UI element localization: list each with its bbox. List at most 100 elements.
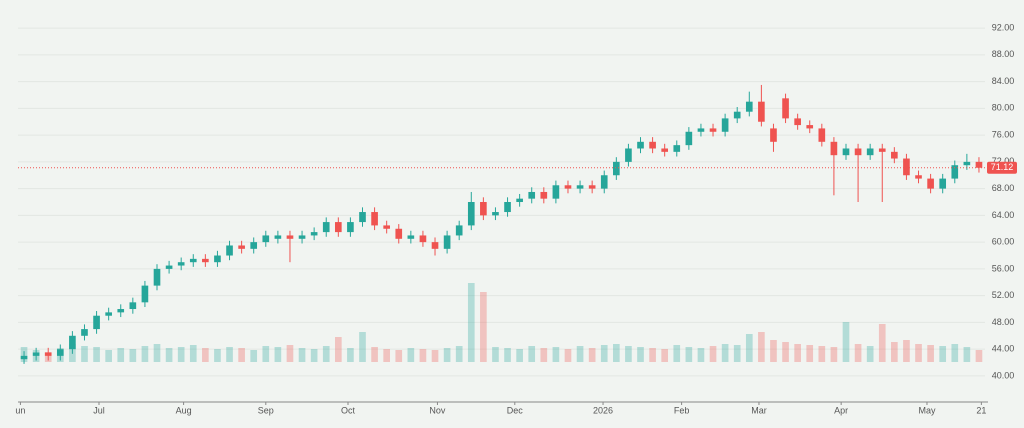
candle-body bbox=[202, 258, 209, 263]
candle-body bbox=[818, 128, 826, 142]
candle-body bbox=[347, 222, 354, 233]
candle-body bbox=[637, 141, 644, 149]
volume-bar bbox=[129, 349, 137, 362]
volume-bar bbox=[214, 349, 221, 362]
volume-bar bbox=[262, 346, 270, 362]
x-tick-label: Mar bbox=[751, 405, 767, 415]
candle-body bbox=[878, 148, 886, 152]
volume-bar bbox=[117, 348, 125, 362]
last-price-box bbox=[987, 161, 1017, 174]
volume-bar bbox=[939, 346, 947, 362]
x-tick-label: Dec bbox=[507, 405, 524, 415]
volume-bar bbox=[443, 348, 451, 362]
candle-body bbox=[576, 185, 584, 189]
candle-body bbox=[298, 235, 306, 239]
y-tick-label: 48.00 bbox=[992, 317, 1015, 327]
candle-body bbox=[673, 145, 681, 152]
candle-body bbox=[105, 312, 112, 316]
candle-body bbox=[830, 141, 838, 156]
candle-body bbox=[903, 158, 910, 176]
y-tick-label: 84.00 bbox=[992, 76, 1015, 86]
volume-bar bbox=[903, 340, 910, 362]
volume-bar bbox=[842, 322, 850, 362]
candle-body bbox=[226, 245, 233, 256]
volume-bar bbox=[588, 348, 596, 362]
x-tick-label: Jul bbox=[93, 405, 105, 415]
candle-body bbox=[770, 128, 777, 142]
volume-bar bbox=[202, 348, 209, 362]
last-price-label: 71.12 bbox=[991, 162, 1014, 172]
volume-bar bbox=[141, 346, 149, 362]
volume-bar bbox=[733, 345, 741, 362]
volume-bar bbox=[649, 348, 656, 362]
volume-bar bbox=[866, 346, 874, 362]
volume-bar bbox=[371, 347, 378, 362]
candle-body bbox=[431, 242, 439, 249]
candle-body bbox=[480, 202, 487, 216]
candle-body bbox=[975, 161, 983, 168]
volume-bar bbox=[721, 344, 729, 362]
candle-body bbox=[866, 148, 874, 156]
volume-bar bbox=[359, 332, 366, 362]
volume-bar bbox=[709, 346, 717, 362]
candle-body bbox=[540, 191, 548, 199]
volume-bar bbox=[310, 349, 318, 362]
volume-bar bbox=[758, 332, 765, 362]
candle-body bbox=[927, 178, 934, 189]
candle-body bbox=[177, 262, 185, 266]
candle-body bbox=[504, 202, 511, 213]
candle-body bbox=[492, 212, 499, 216]
volume-bar bbox=[419, 349, 427, 362]
y-tick-label: 72.00 bbox=[992, 156, 1015, 166]
volume-bar bbox=[915, 344, 922, 362]
candle-body bbox=[951, 165, 959, 179]
candle-body bbox=[588, 185, 596, 189]
candle-body bbox=[697, 128, 705, 132]
volume-bar bbox=[93, 347, 100, 362]
volume-bar bbox=[81, 346, 88, 362]
candle-body bbox=[443, 235, 451, 249]
volume-bar bbox=[298, 348, 306, 362]
volume-bar bbox=[528, 346, 536, 362]
x-tick-label: Sep bbox=[258, 405, 274, 415]
volume-bar bbox=[625, 346, 632, 362]
volume-bar bbox=[854, 344, 862, 362]
volume-bar bbox=[165, 348, 173, 362]
candle-body bbox=[32, 352, 40, 356]
x-tick-label: Apr bbox=[834, 405, 848, 415]
y-tick-label: 60.00 bbox=[992, 237, 1015, 247]
candle-body bbox=[153, 268, 161, 286]
y-tick-label: 88.00 bbox=[992, 49, 1015, 59]
candle-body bbox=[758, 101, 765, 122]
candle-body bbox=[117, 309, 125, 313]
candle-body bbox=[395, 228, 403, 239]
x-tick-label: Oct bbox=[341, 405, 356, 415]
candle-body bbox=[842, 148, 850, 156]
candle-body bbox=[891, 151, 898, 159]
candle-body bbox=[661, 148, 669, 152]
volume-bar bbox=[697, 348, 705, 362]
candle-body bbox=[467, 202, 475, 226]
volume-bar bbox=[794, 344, 801, 362]
y-tick-label: 92.00 bbox=[992, 22, 1015, 32]
volume-bar bbox=[673, 345, 681, 362]
candle-body bbox=[20, 355, 28, 360]
volume-bar bbox=[830, 347, 838, 362]
x-tick-label: 21 bbox=[976, 405, 986, 415]
volume-bar bbox=[806, 345, 814, 362]
y-tick-label: 80.00 bbox=[992, 103, 1015, 113]
volume-bar bbox=[395, 350, 403, 362]
x-tick-label: May bbox=[918, 405, 936, 415]
candle-body bbox=[93, 315, 100, 330]
candle-body bbox=[455, 225, 463, 236]
volume-bar bbox=[661, 349, 669, 362]
volume-bar bbox=[238, 348, 245, 362]
candle-body bbox=[81, 329, 88, 336]
y-tick-label: 68.00 bbox=[992, 183, 1015, 193]
volume-bar bbox=[431, 350, 439, 362]
candle-body bbox=[141, 285, 149, 303]
volume-bar bbox=[177, 347, 185, 362]
volume-bar bbox=[407, 348, 415, 362]
